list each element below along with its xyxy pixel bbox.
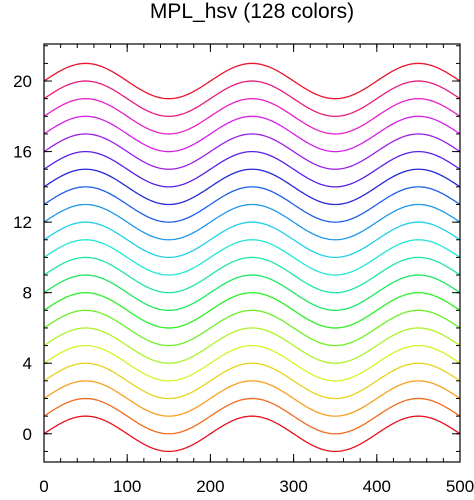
- series-line-19: [43, 80, 461, 117]
- chart-title: MPL_hsv (128 colors): [150, 0, 354, 23]
- series-line-3: [43, 362, 461, 400]
- plot-frame: [43, 43, 461, 463]
- series-line-18: [43, 98, 461, 135]
- series-layer: [43, 62, 461, 453]
- y-tick-label: 20: [13, 72, 32, 91]
- x-tick-label: 400: [363, 477, 391, 496]
- series-line-17: [43, 115, 461, 153]
- x-axis-tick-labels: 0 100 200 300 400 500: [39, 477, 474, 496]
- y-tick-label: 16: [13, 143, 32, 162]
- y-tick-label: 0: [23, 425, 32, 444]
- series-line-10: [43, 239, 461, 276]
- series-line-1: [43, 397, 461, 435]
- series-line-14: [43, 168, 461, 206]
- x-tick-label: 200: [196, 477, 224, 496]
- series-line-6: [43, 309, 461, 347]
- series-line-4: [43, 344, 461, 382]
- x-tick-label: 0: [39, 477, 48, 496]
- series-line-11: [43, 221, 461, 259]
- x-tick-label: 100: [113, 477, 141, 496]
- y-tick-label: 8: [23, 284, 32, 303]
- series-line-7: [43, 292, 461, 329]
- series-line-9: [43, 256, 461, 294]
- series-line-20: [43, 62, 461, 100]
- x-tick-label: 500: [446, 477, 474, 496]
- series-line-2: [43, 380, 461, 417]
- y-axis-tick-labels: 0 4 8 12 16 20: [13, 72, 32, 444]
- ticks-layer: [43, 44, 461, 462]
- series-line-0: [43, 415, 461, 453]
- y-tick-label: 12: [13, 213, 32, 232]
- series-line-5: [43, 327, 461, 364]
- y-tick-label: 4: [23, 354, 32, 373]
- series-line-8: [43, 274, 461, 311]
- series-line-12: [43, 203, 461, 241]
- series-line-13: [43, 186, 461, 223]
- series-line-16: [43, 133, 461, 170]
- series-line-15: [43, 150, 461, 188]
- x-tick-label: 300: [279, 477, 307, 496]
